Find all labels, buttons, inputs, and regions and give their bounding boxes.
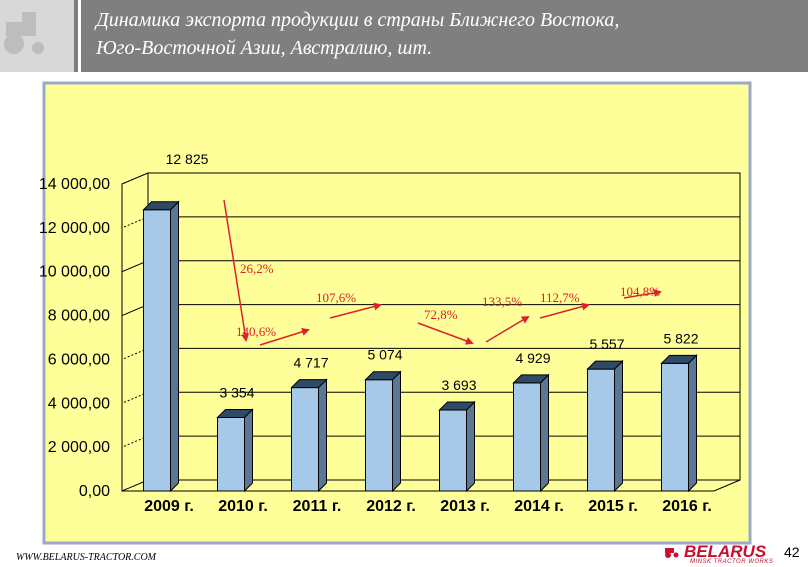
brand-name: BELARUS	[684, 542, 767, 561]
x-tick-label: 2013 г.	[440, 498, 490, 515]
bar-3	[290, 378, 328, 493]
brand-logo: BELARUS MINSK TRACTOR WORKS	[664, 542, 784, 566]
bar-front	[661, 362, 689, 492]
header-logo-block	[0, 0, 74, 72]
bar-top	[364, 371, 402, 381]
gridline-side	[121, 172, 149, 185]
bar-side	[688, 354, 697, 493]
value-label: 12 825	[166, 151, 209, 167]
trend-arrow	[539, 302, 590, 319]
y-tick-label: 8 000,00	[48, 308, 110, 325]
y-axis-tick-labels: 0,00 2 000,00 4 000,00 6 000,00 8 000,00 10 0…	[39, 176, 110, 500]
bar-side	[540, 373, 549, 493]
value-label: 3 693	[441, 377, 476, 393]
bar-front	[365, 379, 393, 492]
value-label: 4 717	[293, 355, 328, 371]
bar-top	[512, 374, 550, 384]
tractor-icon	[4, 12, 44, 54]
y-tick-label: 12 000,00	[39, 220, 110, 237]
percent-label: 26,2%	[240, 261, 274, 276]
x-tick-label: 2015 г.	[588, 498, 638, 515]
bar-4	[364, 370, 402, 493]
brand-tractor-icon	[665, 548, 679, 558]
trend-arrow	[485, 315, 530, 343]
percent-label: 140,6%	[236, 324, 276, 339]
value-label: 4 929	[515, 350, 550, 366]
bar-front	[439, 409, 467, 492]
page-number: 42	[784, 544, 800, 560]
value-label: 3 354	[219, 384, 254, 400]
x-tick-label: 2009 г.	[144, 498, 194, 515]
x-axis-tick-labels: 2009 г. 2010 г. 2011 г. 2012 г. 2013 г. 2014 …	[144, 498, 712, 515]
slide-title: Динамика экспорта продукции в страны Бли…	[96, 6, 796, 62]
bar-side	[170, 200, 179, 493]
bar-top	[142, 201, 180, 211]
bar-front	[513, 382, 541, 492]
bar-top	[586, 360, 624, 370]
y-tick-label: 0,00	[79, 483, 110, 500]
y-tick-label: 4 000,00	[48, 395, 110, 412]
trend-arrow	[223, 199, 250, 342]
bar-front	[143, 209, 171, 492]
brand-subtitle: MINSK TRACTOR WORKS	[690, 559, 774, 565]
bar-top	[438, 401, 476, 411]
bar-8	[660, 354, 698, 493]
percent-label: 107,6%	[316, 290, 356, 305]
y-tick-label: 2 000,00	[48, 439, 110, 456]
percent-label: 104,8%	[620, 284, 660, 299]
bar-side	[392, 370, 401, 493]
growth-annotations: 26,2% 140,6% 107,6% 72,8% 133,5% 112,7% 104,8%	[223, 199, 662, 346]
value-label: 5 822	[663, 330, 698, 346]
title-line-2: Юго-Восточной Азии, Австралию, шт.	[96, 37, 433, 59]
bar-top	[216, 408, 254, 418]
floor	[122, 479, 741, 492]
x-tick-label: 2011 г.	[293, 498, 342, 515]
bar-side	[318, 378, 327, 493]
value-label: 5 074	[367, 347, 402, 363]
bar-5	[438, 400, 476, 493]
y-tick-label: 14 000,00	[39, 176, 110, 193]
bar-side	[466, 400, 475, 493]
bar-2	[216, 408, 254, 493]
bar-side	[244, 408, 253, 493]
trend-arrow	[329, 302, 382, 319]
footer-url: WWW.BELARUS-TRACTOR.COM	[16, 552, 156, 563]
bar-6	[512, 373, 550, 493]
header-bar: Динамика экспорта продукции в страны Бли…	[0, 0, 808, 72]
value-labels: 12 825 3 354 4 717 5 074 3 693 4 929 5 557 5 82…	[166, 151, 699, 400]
trend-arrow	[259, 327, 310, 346]
x-tick-label: 2010 г.	[218, 498, 268, 515]
bar-1	[142, 200, 180, 493]
header-divider	[78, 0, 81, 72]
bar-front	[217, 416, 245, 492]
y-tick-label: 10 000,00	[39, 264, 110, 281]
bar-7	[586, 359, 624, 493]
bars	[142, 200, 698, 493]
trend-arrow	[417, 322, 474, 345]
x-tick-label: 2016 г.	[662, 498, 712, 515]
y-tick-label: 6 000,00	[48, 351, 110, 368]
title-line-1: Динамика экспорта продукции в страны Бли…	[96, 9, 620, 31]
bar-side	[614, 359, 623, 493]
bar-top	[660, 354, 698, 364]
bar-front	[291, 387, 319, 492]
x-tick-label: 2012 г.	[366, 498, 416, 515]
percent-label: 133,5%	[482, 294, 522, 309]
x-tick-label: 2014 г.	[514, 498, 564, 515]
percent-label: 72,8%	[424, 307, 458, 322]
trend-arrow	[623, 289, 662, 299]
bar-front	[587, 368, 615, 492]
bar-top	[290, 379, 328, 389]
percent-label: 112,7%	[540, 290, 580, 305]
value-label: 5 557	[589, 336, 624, 352]
side-wall	[121, 172, 149, 492]
